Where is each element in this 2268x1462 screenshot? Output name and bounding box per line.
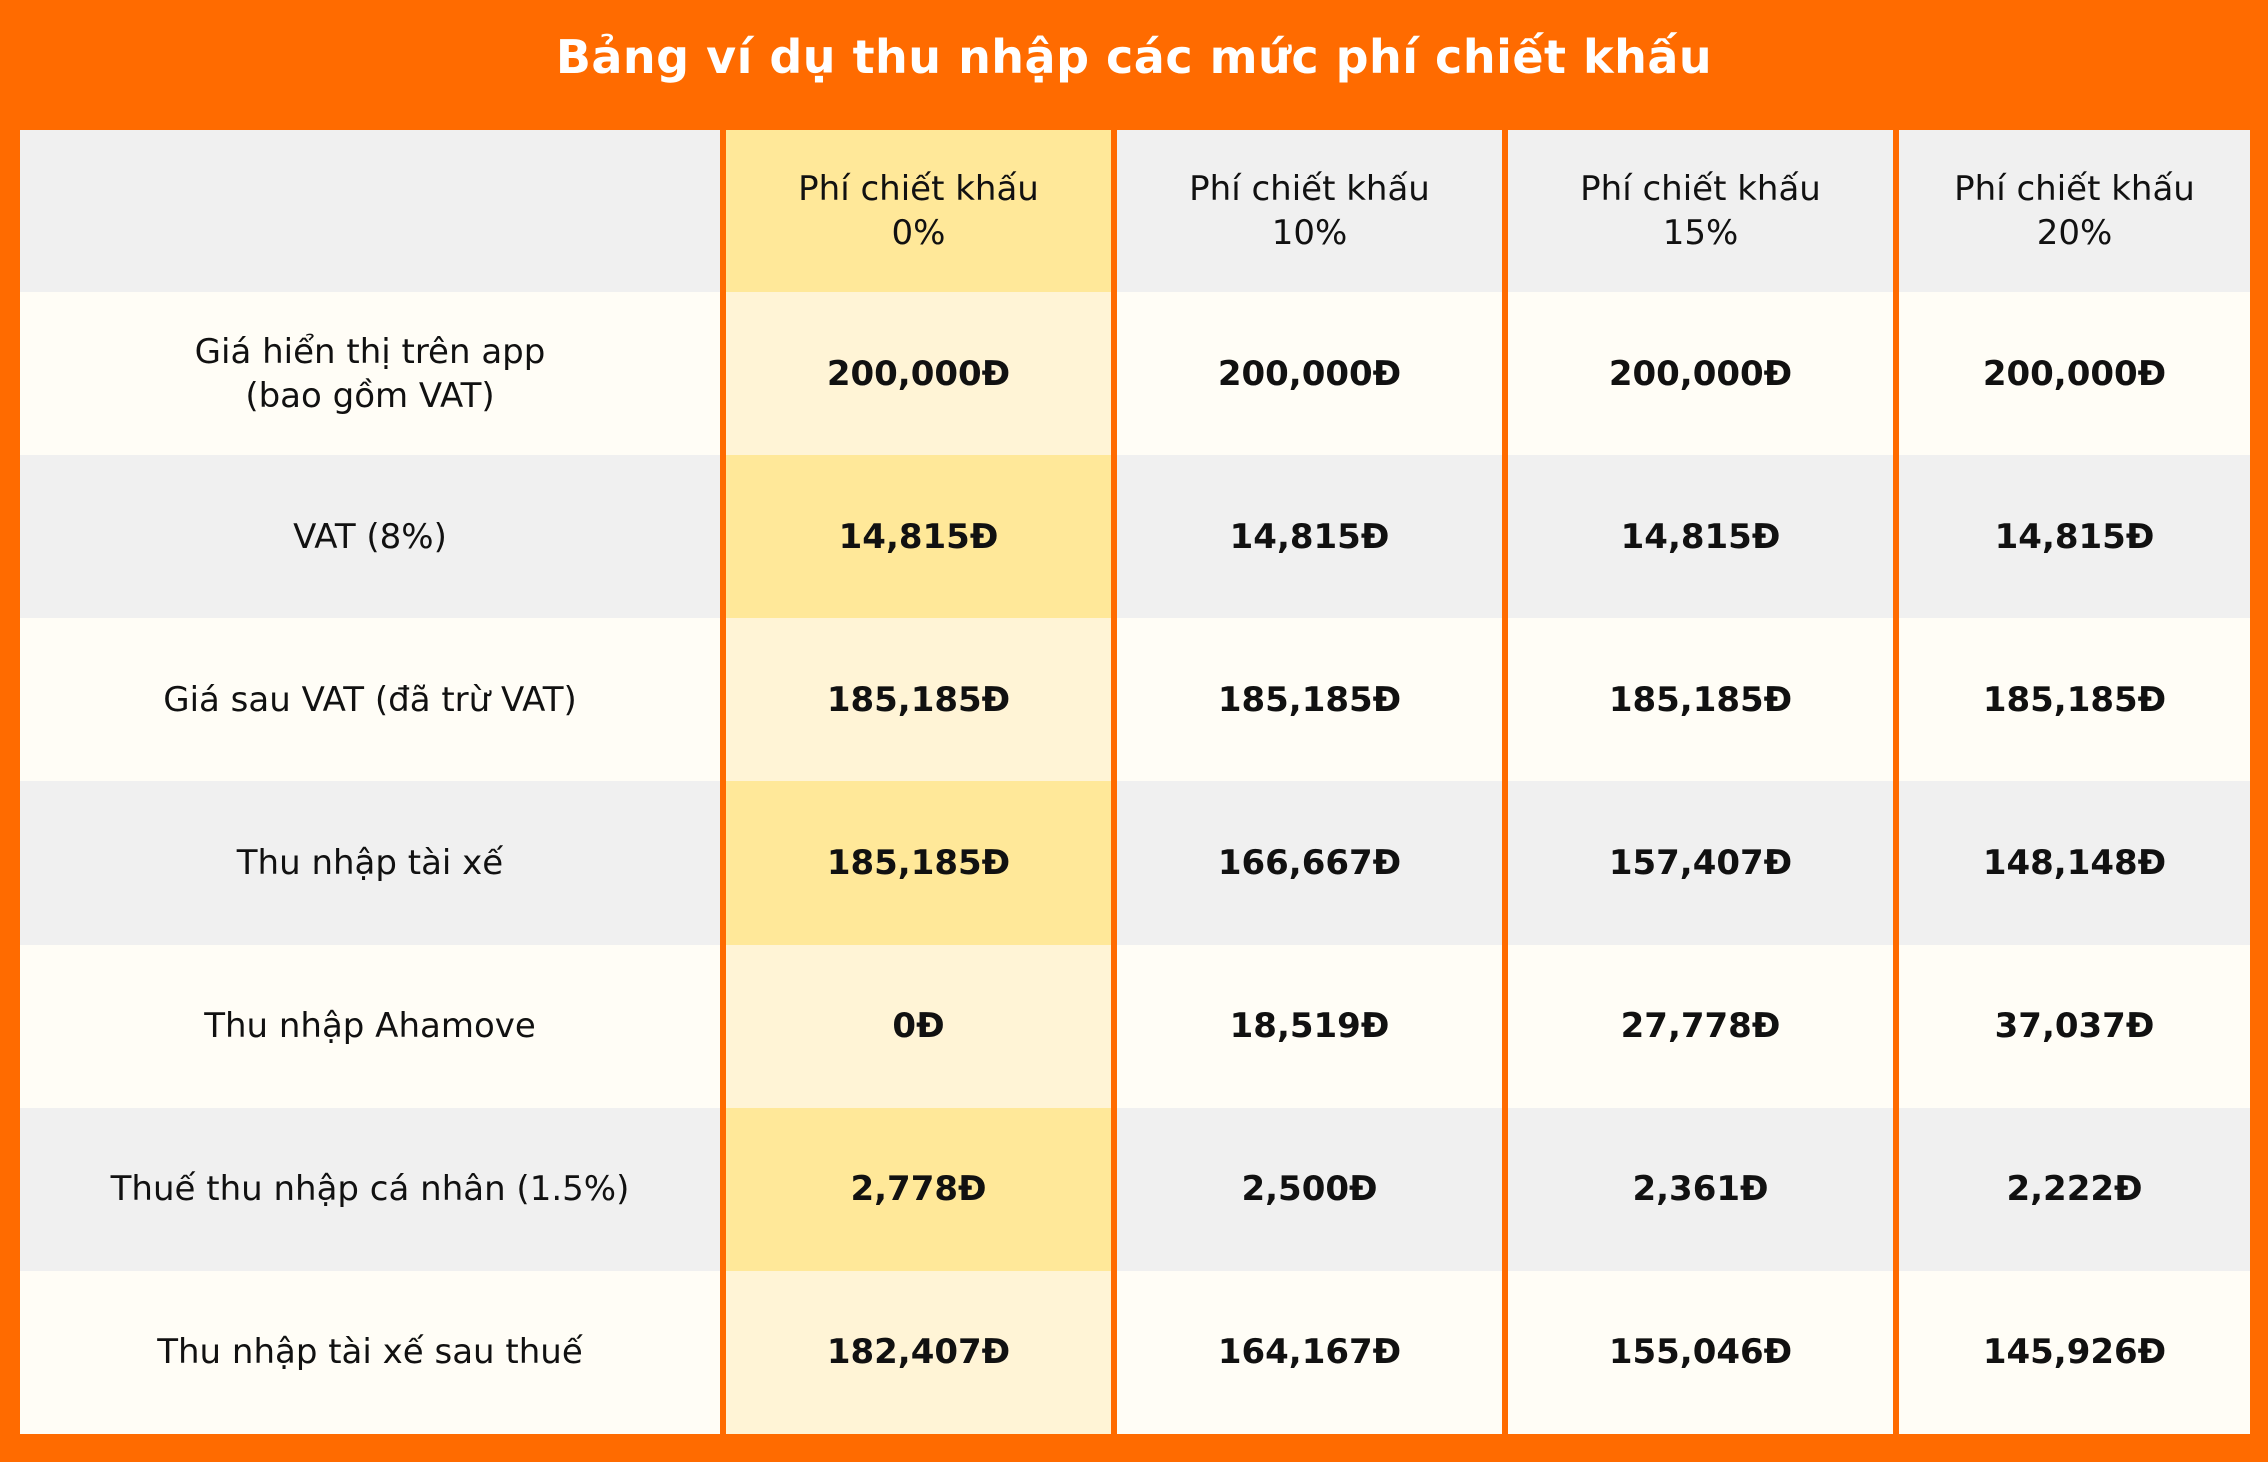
table-row: VAT (8%) 14,815Đ 14,815Đ 14,815Đ 14,815Đ [20,455,2250,619]
cell-value: 157,407Đ [1502,781,1896,945]
cell-value: 200,000Đ [1893,292,2250,456]
cell-value: 166,667Đ [1111,781,1505,945]
cell-value: 2,222Đ [1893,1107,2250,1271]
cell-value: 14,815Đ [1893,455,2250,619]
row-label-vat: VAT (8%) [20,455,723,619]
header-label: Phí chiết khấu [1189,169,1430,210]
cell-value: 200,000Đ [720,292,1114,456]
cell-value: 185,185Đ [1893,618,2250,782]
cell-value: 185,185Đ [720,781,1114,945]
row-label-display-price: Giá hiển thị trên app (bao gồm VAT) [20,292,723,456]
header-empty-cell [20,130,723,293]
cell-value: 14,815Đ [720,455,1114,619]
header-fee-10: Phí chiết khấu 10% [1111,130,1505,293]
row-label-driver-income: Thu nhập tài xế [20,781,723,945]
cell-value: 145,926Đ [1893,1270,2250,1434]
table-header-row: Phí chiết khấu 0% Phí chiết khấu 10% Phí… [20,130,2250,293]
cell-value: 2,361Đ [1502,1107,1896,1271]
cell-value: 14,815Đ [1111,455,1505,619]
header-percent: 15% [1662,213,1739,254]
header-percent: 0% [891,213,946,254]
cell-value: 185,185Đ [1502,618,1896,782]
cell-value: 164,167Đ [1111,1270,1505,1434]
cell-value: 200,000Đ [1111,292,1505,456]
header-percent: 20% [2036,213,2113,254]
table-row: Giá hiển thị trên app (bao gồm VAT) 200,… [20,292,2250,456]
cell-value: 37,037Đ [1893,944,2250,1108]
cell-value: 18,519Đ [1111,944,1505,1108]
income-table: Phí chiết khấu 0% Phí chiết khấu 10% Phí… [20,130,2250,1434]
cell-value: 200,000Đ [1502,292,1896,456]
header-fee-20: Phí chiết khấu 20% [1893,130,2250,293]
header-fee-15: Phí chiết khấu 15% [1502,130,1896,293]
table-row: Giá sau VAT (đã trừ VAT) 185,185Đ 185,18… [20,618,2250,782]
header-percent: 10% [1271,213,1348,254]
table-row: Thu nhập Ahamove 0Đ 18,519Đ 27,778Đ 37,0… [20,944,2250,1108]
table-row: Thuế thu nhập cá nhân (1.5%) 2,778Đ 2,50… [20,1107,2250,1271]
cell-value: 2,778Đ [720,1107,1114,1271]
cell-value: 155,046Đ [1502,1270,1896,1434]
cell-value: 182,407Đ [720,1270,1114,1434]
cell-value: 27,778Đ [1502,944,1896,1108]
row-label-ahamove-income: Thu nhập Ahamove [20,944,723,1108]
header-fee-0: Phí chiết khấu 0% [720,130,1114,293]
cell-value: 185,185Đ [1111,618,1505,782]
cell-value: 14,815Đ [1502,455,1896,619]
header-label: Phí chiết khấu [1580,169,1821,210]
row-label-driver-income-after-tax: Thu nhập tài xế sau thuế [20,1270,723,1434]
header-label: Phí chiết khấu [798,169,1039,210]
table-row: Thu nhập tài xế sau thuế 182,407Đ 164,16… [20,1270,2250,1434]
page-title: Bảng ví dụ thu nhập các mức phí chiết kh… [555,30,1713,84]
row-label-line: Giá hiển thị trên app [194,331,546,372]
row-label-line: (bao gồm VAT) [245,375,495,416]
header-label: Phí chiết khấu [1954,169,2195,210]
cell-value: 2,500Đ [1111,1107,1505,1271]
cell-value: 0Đ [720,944,1114,1108]
cell-value: 185,185Đ [720,618,1114,782]
row-label-personal-income-tax: Thuế thu nhập cá nhân (1.5%) [20,1107,723,1271]
row-label-price-after-vat: Giá sau VAT (đã trừ VAT) [20,618,723,782]
cell-value: 148,148Đ [1893,781,2250,945]
table-row: Thu nhập tài xế 185,185Đ 166,667Đ 157,40… [20,781,2250,945]
